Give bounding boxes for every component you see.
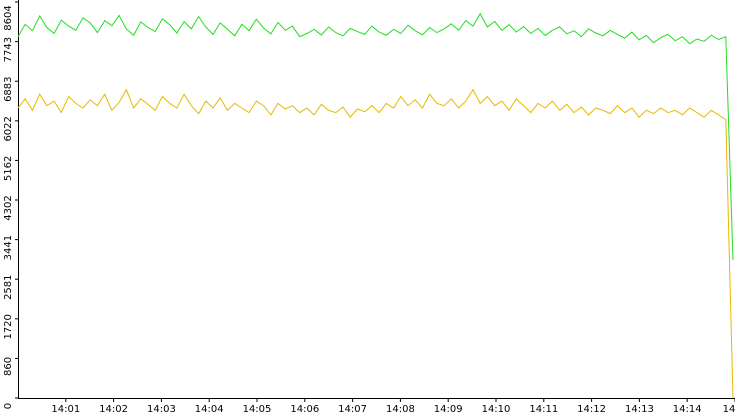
x-tick-label: 14:07 (338, 404, 367, 415)
y-tick-label: 2581 (3, 274, 14, 299)
x-tick-label: 14:12 (577, 404, 606, 415)
y-tick-label: 3441 (3, 235, 14, 260)
x-tick-label: 14:11 (529, 404, 558, 415)
series-line (17, 12, 734, 260)
x-tick-label: 14:10 (482, 404, 511, 415)
x-tick-label: 14:05 (243, 404, 272, 415)
y-tick-label: 5162 (3, 156, 14, 181)
series-line (17, 88, 734, 399)
x-tick-label: 14:08 (386, 404, 415, 415)
x-tick-label: 14:14 (673, 404, 702, 415)
y-tick-label: 6883 (3, 76, 14, 101)
y-tick-label: 860 (3, 357, 14, 376)
y-tick-label: 0 (3, 403, 14, 409)
y-tick-label: 8604 (3, 5, 14, 30)
y-tick-label: 4302 (3, 195, 14, 220)
x-tick-label: 14:03 (147, 404, 176, 415)
y-tick-label: 1720 (3, 314, 14, 339)
y-tick-label: 7743 (3, 37, 14, 62)
x-tick-label: 14 (723, 404, 735, 415)
x-tick-label: 14:13 (625, 404, 654, 415)
x-tick-label: 14:02 (99, 404, 128, 415)
x-tick-label: 14:06 (290, 404, 319, 415)
x-tick-label: 14:01 (51, 404, 80, 415)
x-tick-label: 14:09 (434, 404, 463, 415)
x-tick-label: 14:04 (195, 404, 224, 415)
y-tick-label: 6022 (3, 116, 14, 141)
